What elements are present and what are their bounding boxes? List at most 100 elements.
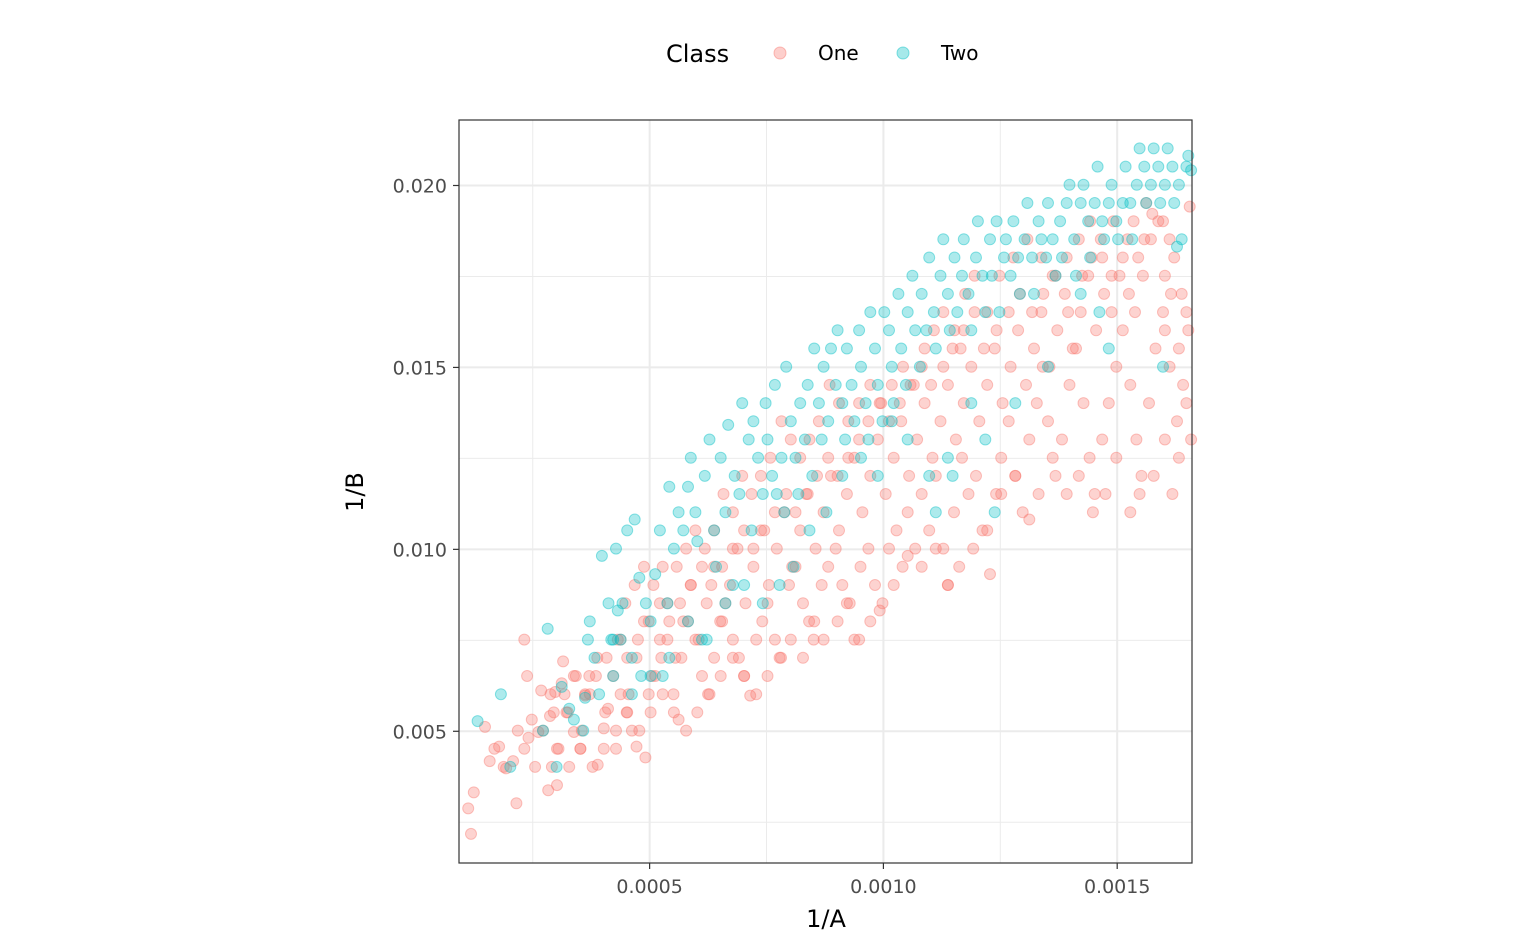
point-one-294 [797, 651, 809, 664]
point-one-130 [1082, 269, 1095, 282]
point-one-79 [941, 579, 954, 591]
point-two-88 [855, 360, 867, 373]
point-one-327 [1084, 215, 1097, 228]
point-one-123 [1136, 269, 1149, 282]
point-two-101 [899, 378, 912, 391]
point-one-363 [680, 542, 693, 555]
point-one-59 [807, 633, 820, 646]
point-two-178 [1168, 197, 1181, 209]
point-one-277 [1009, 469, 1022, 482]
point-two-15 [595, 549, 608, 562]
point-one-71 [890, 524, 903, 537]
y-axis-title: 1/B [341, 472, 369, 512]
point-one-298 [750, 688, 763, 701]
point-two-1 [494, 688, 507, 701]
point-two-195 [941, 451, 954, 464]
point-one-350 [948, 324, 961, 337]
point-one-128 [1098, 287, 1111, 300]
point-two-215 [607, 633, 620, 646]
point-one-375 [511, 724, 524, 737]
point-two-130 [999, 233, 1012, 246]
point-one-144 [973, 415, 986, 428]
point-one-22 [583, 670, 596, 682]
point-two-80 [829, 378, 842, 391]
point-two-147 [1060, 197, 1073, 209]
point-two-18 [607, 670, 620, 682]
point-two-144 [1049, 269, 1062, 282]
point-two-41 [691, 535, 704, 548]
point-one-275 [1032, 488, 1045, 500]
point-one-170 [770, 542, 783, 555]
point-one-36 [667, 688, 680, 701]
point-two-162 [1112, 233, 1125, 246]
point-two-45 [708, 524, 721, 537]
point-two-32 [656, 670, 669, 682]
point-two-154 [1084, 251, 1097, 264]
point-two-182 [1182, 149, 1195, 162]
point-one-196 [567, 670, 580, 682]
point-two-52 [733, 488, 746, 500]
point-one-324 [1049, 269, 1062, 282]
point-one-115 [1182, 324, 1195, 337]
point-one-219 [990, 324, 1003, 337]
point-one-199 [544, 688, 557, 701]
point-one-91 [1023, 433, 1036, 446]
point-one-43 [708, 651, 721, 664]
point-one-141 [996, 397, 1009, 410]
point-one-377 [557, 655, 570, 668]
point-two-8 [567, 713, 580, 726]
point-two-60 [761, 433, 774, 446]
point-one-361 [764, 451, 777, 464]
point-two-61 [766, 469, 779, 482]
point-two-173 [1152, 160, 1165, 173]
point-two-114 [943, 324, 956, 337]
point-two-212 [663, 651, 676, 664]
point-two-42 [696, 633, 708, 646]
point-one-103 [1102, 397, 1115, 410]
x-tick-label-0: 0.0005 [616, 876, 682, 898]
point-two-142 [1042, 197, 1054, 209]
point-one-258 [579, 688, 592, 701]
point-two-112 [937, 233, 950, 246]
point-one-16 [549, 686, 562, 698]
point-two-206 [773, 579, 786, 591]
grid-major [459, 120, 1192, 863]
point-one-85 [984, 568, 996, 581]
point-two-165 [1124, 197, 1137, 209]
point-one-172 [754, 524, 767, 537]
point-two-66 [780, 360, 793, 373]
point-one-90 [1016, 506, 1029, 519]
point-one-229 [883, 415, 895, 428]
point-two-65 [778, 506, 791, 519]
point-two-146 [1056, 251, 1068, 264]
point-one-204 [1157, 215, 1169, 228]
point-one-9 [522, 731, 535, 744]
point-one-242 [747, 542, 760, 555]
point-two-47 [714, 451, 727, 464]
point-one-334 [1158, 324, 1171, 337]
point-one-64 [843, 597, 856, 610]
point-one-232 [853, 433, 866, 446]
point-one-112 [1163, 360, 1176, 373]
point-two-23 [621, 524, 634, 537]
point-one-189 [622, 688, 635, 701]
point-one-167 [794, 524, 807, 537]
point-one-335 [1165, 287, 1177, 300]
point-two-83 [839, 433, 852, 446]
point-two-56 [747, 415, 760, 428]
point-two-7 [563, 702, 576, 715]
point-one-100 [1083, 451, 1096, 464]
point-one-55 [783, 579, 795, 591]
point-one-201 [529, 760, 542, 773]
point-two-179 [1172, 178, 1185, 191]
point-two-87 [853, 324, 866, 337]
point-two-163 [1116, 197, 1129, 209]
point-one-291 [831, 615, 844, 628]
point-one-86 [990, 488, 1003, 500]
point-one-11 [525, 713, 538, 726]
point-one-222 [957, 324, 970, 337]
point-two-180 [1175, 233, 1188, 246]
point-one-4 [493, 740, 506, 753]
point-two-40 [689, 506, 702, 519]
point-two-16 [602, 597, 615, 610]
